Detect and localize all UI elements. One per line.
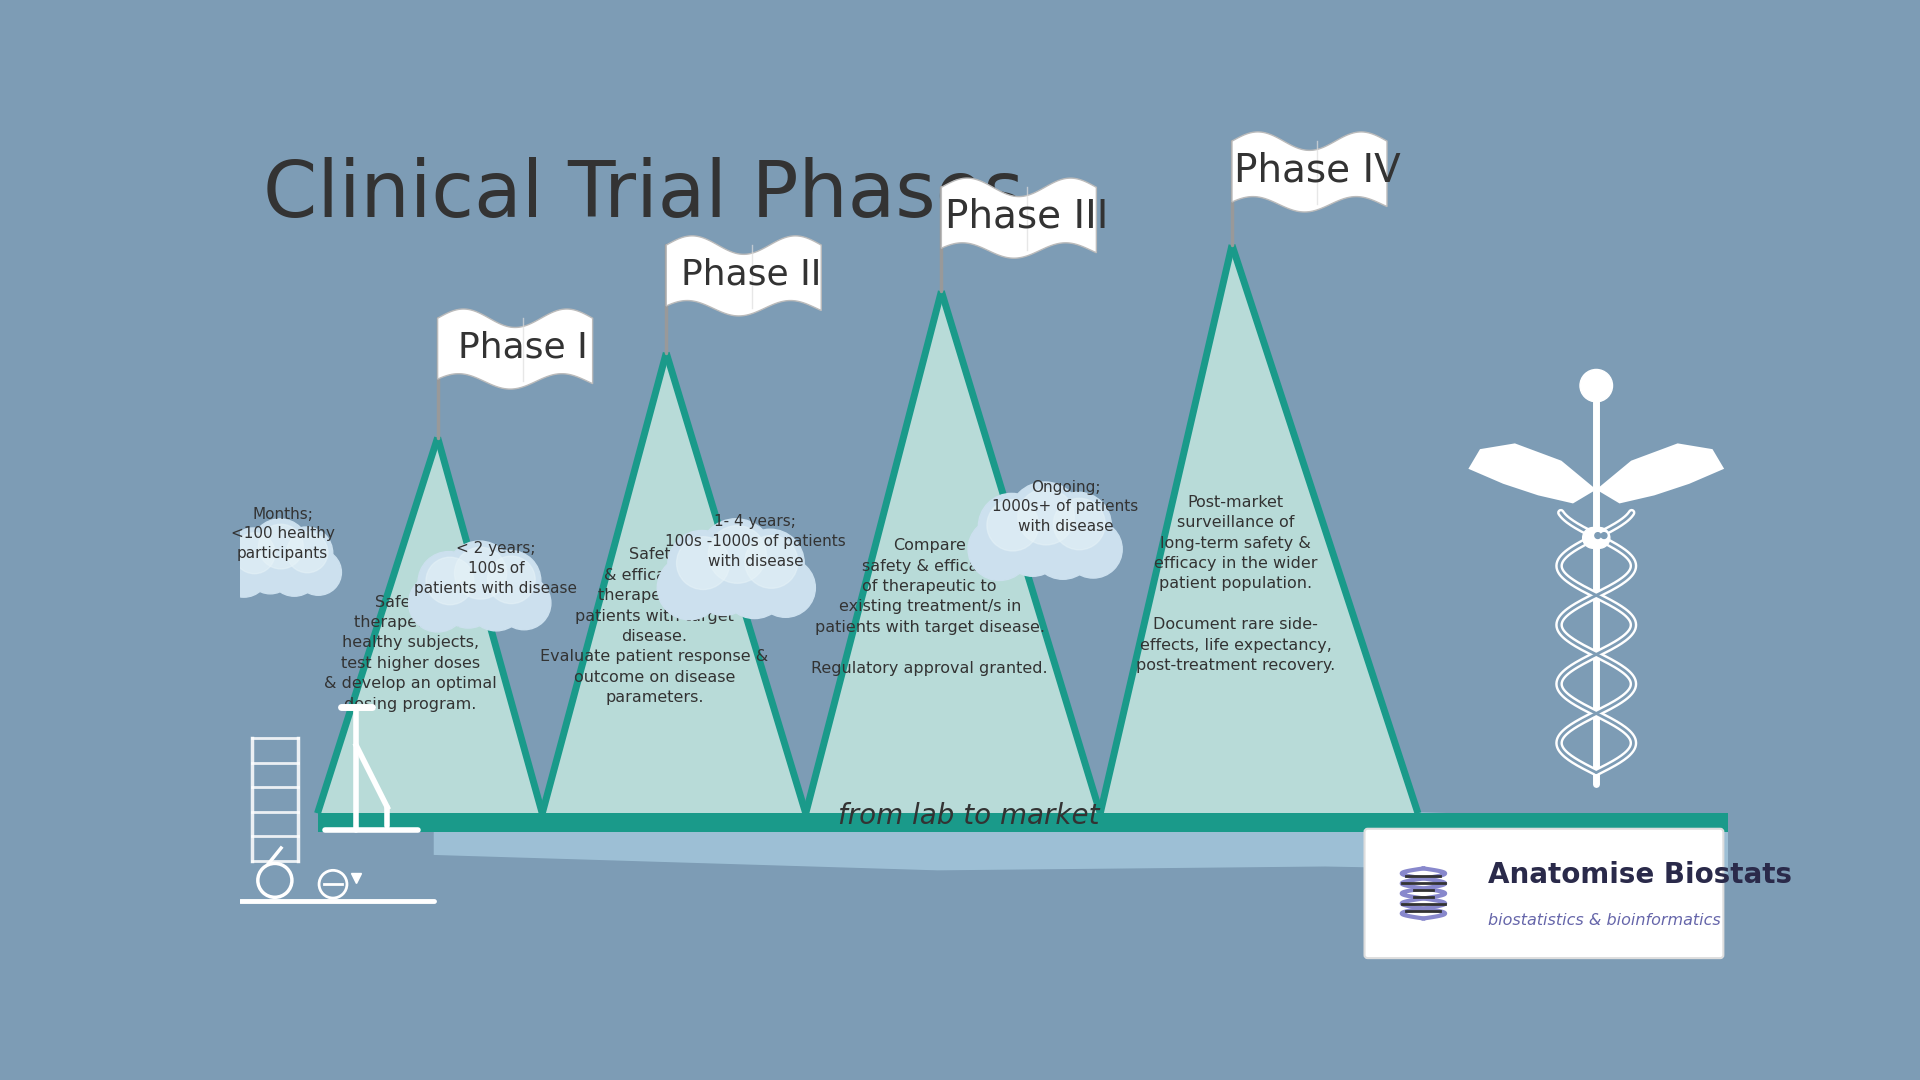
Circle shape	[756, 558, 816, 618]
Circle shape	[657, 556, 722, 620]
Circle shape	[286, 531, 328, 572]
Circle shape	[668, 530, 735, 598]
Circle shape	[440, 572, 495, 629]
Text: Phase III: Phase III	[945, 198, 1108, 235]
Text: Post-market
surveillance of
long-term safety &
efficacy in the wider
patient pop: Post-market surveillance of long-term sa…	[1137, 495, 1336, 673]
Circle shape	[699, 518, 774, 593]
Polygon shape	[541, 353, 806, 813]
Circle shape	[735, 529, 804, 597]
Circle shape	[1601, 532, 1607, 539]
Circle shape	[219, 548, 269, 597]
Text: Ongoing;
1000s+ of patients
with disease: Ongoing; 1000s+ of patients with disease	[993, 480, 1139, 535]
Polygon shape	[806, 292, 1100, 813]
FancyBboxPatch shape	[1365, 828, 1724, 958]
Circle shape	[1054, 498, 1106, 550]
Text: biostatistics & bioinformatics: biostatistics & bioinformatics	[1488, 913, 1720, 928]
Circle shape	[419, 552, 480, 612]
Text: Compare
safety & efficacy
of therapeutic to
existing treatment/s in
patients wit: Compare safety & efficacy of therapeutic…	[812, 538, 1048, 676]
Circle shape	[296, 550, 342, 595]
Polygon shape	[1596, 444, 1724, 503]
Circle shape	[246, 546, 294, 594]
Circle shape	[426, 557, 474, 605]
Circle shape	[1580, 369, 1613, 402]
Text: Phase IV: Phase IV	[1235, 151, 1400, 189]
Circle shape	[968, 518, 1031, 580]
Circle shape	[1596, 532, 1601, 539]
Circle shape	[979, 494, 1044, 559]
Circle shape	[1031, 517, 1094, 579]
Polygon shape	[1469, 444, 1596, 503]
Circle shape	[227, 528, 280, 580]
Circle shape	[252, 518, 309, 576]
Polygon shape	[1233, 132, 1386, 212]
Circle shape	[259, 524, 303, 569]
Circle shape	[480, 551, 541, 611]
Circle shape	[1002, 516, 1064, 577]
Polygon shape	[1100, 245, 1419, 813]
Circle shape	[676, 537, 730, 590]
Text: Safety
& efficacy of
therapeutic in
patients with target
disease.
Evaluate patie: Safety & efficacy of therapeutic in pati…	[541, 548, 768, 705]
Text: Clinical Trial Phases: Clinical Trial Phases	[263, 157, 1023, 232]
Circle shape	[467, 573, 526, 631]
Circle shape	[987, 499, 1039, 551]
Text: Anatomise Biostats: Anatomise Biostats	[1488, 861, 1791, 889]
Text: < 2 years;
100s of
patients with disease: < 2 years; 100s of patients with disease	[415, 541, 578, 596]
Circle shape	[455, 548, 507, 599]
Circle shape	[409, 575, 467, 632]
Circle shape	[1018, 489, 1075, 545]
Circle shape	[1008, 482, 1081, 554]
Polygon shape	[317, 437, 541, 813]
Bar	[317, 813, 1728, 832]
Text: 1- 4 years;
100s -1000s of patients
with disease: 1- 4 years; 100s -1000s of patients with…	[664, 514, 845, 569]
Circle shape	[745, 536, 799, 589]
Circle shape	[280, 527, 332, 580]
Text: Months;
<100 healthy
participants: Months; <100 healthy participants	[230, 507, 334, 562]
Circle shape	[1582, 527, 1603, 549]
Polygon shape	[941, 178, 1096, 258]
Circle shape	[722, 554, 787, 619]
Circle shape	[234, 532, 275, 573]
Text: from lab to market: from lab to market	[837, 802, 1100, 831]
Text: Phase I: Phase I	[459, 330, 588, 365]
Circle shape	[693, 554, 755, 616]
Circle shape	[1064, 521, 1121, 578]
Circle shape	[269, 546, 319, 596]
Text: Safety of
therapeutic in
healthy subjects,
test higher doses
& develop an optima: Safety of therapeutic in healthy subject…	[324, 595, 497, 712]
Polygon shape	[434, 801, 1728, 874]
Polygon shape	[438, 309, 593, 389]
Circle shape	[708, 526, 766, 583]
Circle shape	[445, 541, 513, 608]
Circle shape	[488, 556, 536, 604]
Polygon shape	[666, 235, 822, 316]
Circle shape	[1044, 492, 1112, 558]
Text: Phase II: Phase II	[682, 257, 822, 292]
Circle shape	[497, 577, 551, 630]
Circle shape	[1590, 527, 1609, 549]
